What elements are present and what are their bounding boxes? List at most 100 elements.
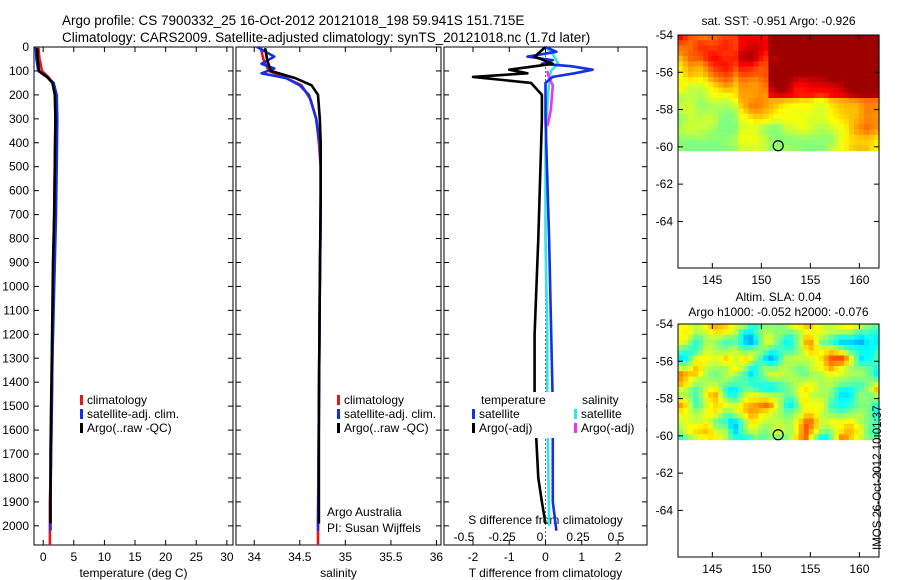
sla_map-cell — [763, 387, 770, 393]
sst_map-cell — [713, 45, 719, 52]
sla_map-x-tick-label: 150 — [751, 562, 771, 576]
sla_map-cell — [723, 429, 729, 435]
sst_map-cell — [843, 124, 850, 131]
sst_map-cell — [743, 77, 749, 83]
sla_map-cell — [828, 345, 835, 351]
sla_map-cell — [728, 360, 734, 367]
sla_map-cell — [778, 329, 785, 336]
sst_map-cell — [803, 124, 810, 131]
sst_map-cell — [788, 50, 795, 57]
sst_map-cell — [718, 77, 724, 83]
sla_map-cell — [843, 429, 850, 435]
sst_map-cell — [818, 140, 825, 146]
sst_map-cell — [803, 77, 810, 83]
sst_map-cell — [793, 119, 800, 125]
sla_map-cell — [823, 402, 830, 409]
sla_map-cell — [838, 371, 845, 378]
sst_map-cell — [873, 82, 880, 89]
sla_map-cell — [808, 345, 815, 351]
sst_map-cell — [743, 119, 749, 125]
sla_map-cell — [688, 413, 694, 420]
sla_map-cell — [678, 345, 684, 351]
depth-y-tick-label: 1200 — [2, 327, 29, 341]
sla_map-cell — [868, 339, 875, 346]
sst_map-cell — [788, 56, 795, 62]
sst_map-cell — [693, 108, 699, 115]
sst_map-cell — [743, 50, 749, 57]
sst_map-cell — [763, 56, 770, 62]
sst_map-cell — [833, 56, 840, 62]
sla_map-cell — [768, 434, 775, 441]
sst_map-cell — [698, 56, 704, 62]
sla_map-cell — [818, 429, 825, 435]
sst_map-cell — [873, 87, 880, 94]
sst_map-cell — [693, 56, 699, 62]
sla_map-cell — [683, 371, 689, 378]
sst_map-cell — [678, 71, 684, 78]
sla_map-cell — [788, 418, 795, 425]
sst_map-cell — [708, 108, 714, 115]
sst_map-cell — [723, 124, 729, 131]
depth-y-tick-label: 900 — [9, 255, 29, 269]
sla_map-cell — [793, 366, 800, 372]
sla_map-cell — [743, 381, 749, 388]
sst_map-cell — [818, 87, 825, 94]
sla_map-cell — [773, 392, 780, 399]
sst_map-cell — [683, 45, 689, 52]
sla_map-cell — [748, 408, 754, 414]
sst_map-cell — [753, 50, 760, 57]
sla_map-cell — [793, 408, 800, 414]
sla_map-cell — [708, 387, 714, 393]
sla_map-cell — [713, 397, 719, 404]
salinity-diff-tick-label: 0 — [537, 530, 544, 544]
sla_map-cell — [743, 387, 749, 393]
salinity-legend-label: satellite-adj. clim. — [344, 407, 436, 421]
sla_map-cell — [753, 366, 760, 372]
sst_map-cell — [778, 129, 785, 136]
sla_map-cell — [838, 350, 845, 357]
sla_map-cell — [713, 334, 719, 341]
sst_map-cell — [783, 119, 790, 125]
sla_map-cell — [813, 355, 820, 362]
sla_map-cell — [693, 429, 699, 435]
sst_map-cell — [743, 92, 749, 99]
sst_map-cell — [683, 82, 689, 89]
sst_map-cell — [698, 124, 704, 131]
sla_map-cell — [748, 339, 754, 346]
sla_map-cell — [788, 413, 795, 420]
sst_map-cell — [698, 134, 704, 141]
sla_map-cell — [728, 387, 734, 393]
difference-legend-swatch — [574, 423, 577, 433]
sla_map-cell — [863, 392, 870, 399]
sla_map-cell — [833, 413, 840, 420]
sst_map-cell — [733, 56, 739, 62]
sst_map-cell — [763, 108, 770, 115]
sst_map-cell — [763, 50, 770, 57]
sst_map-cell — [728, 98, 734, 104]
sla_map-cell — [763, 371, 770, 378]
sst_map-cell — [678, 103, 684, 110]
sla_map-cell — [738, 423, 744, 430]
sla_map-cell — [863, 366, 870, 372]
sla_map-cell — [848, 423, 855, 430]
sst_map-cell — [828, 61, 835, 68]
sst_map-cell — [868, 35, 875, 41]
sst_map-cell — [813, 66, 820, 73]
sla_map-cell — [688, 381, 694, 388]
sla_map-cell — [788, 324, 795, 330]
sla_map-cell — [703, 376, 709, 383]
sst_map-cell — [723, 77, 729, 83]
sst_map-cell — [763, 77, 770, 83]
salinity-diff-tick-label: 0.25 — [566, 530, 590, 544]
sst_map-cell — [703, 45, 709, 52]
sst_map-cell — [843, 61, 850, 68]
sst_map-cell — [748, 50, 754, 57]
sla_map-cell — [783, 408, 790, 414]
sst_map-cell — [848, 108, 855, 115]
sst_map-cell — [773, 134, 780, 141]
sla_map-cell — [853, 429, 860, 435]
sla_map-cell — [863, 418, 870, 425]
temperature-x-tick-label: 20 — [159, 550, 173, 564]
sst_map-cell — [843, 119, 850, 125]
sla_map-cell — [683, 413, 689, 420]
